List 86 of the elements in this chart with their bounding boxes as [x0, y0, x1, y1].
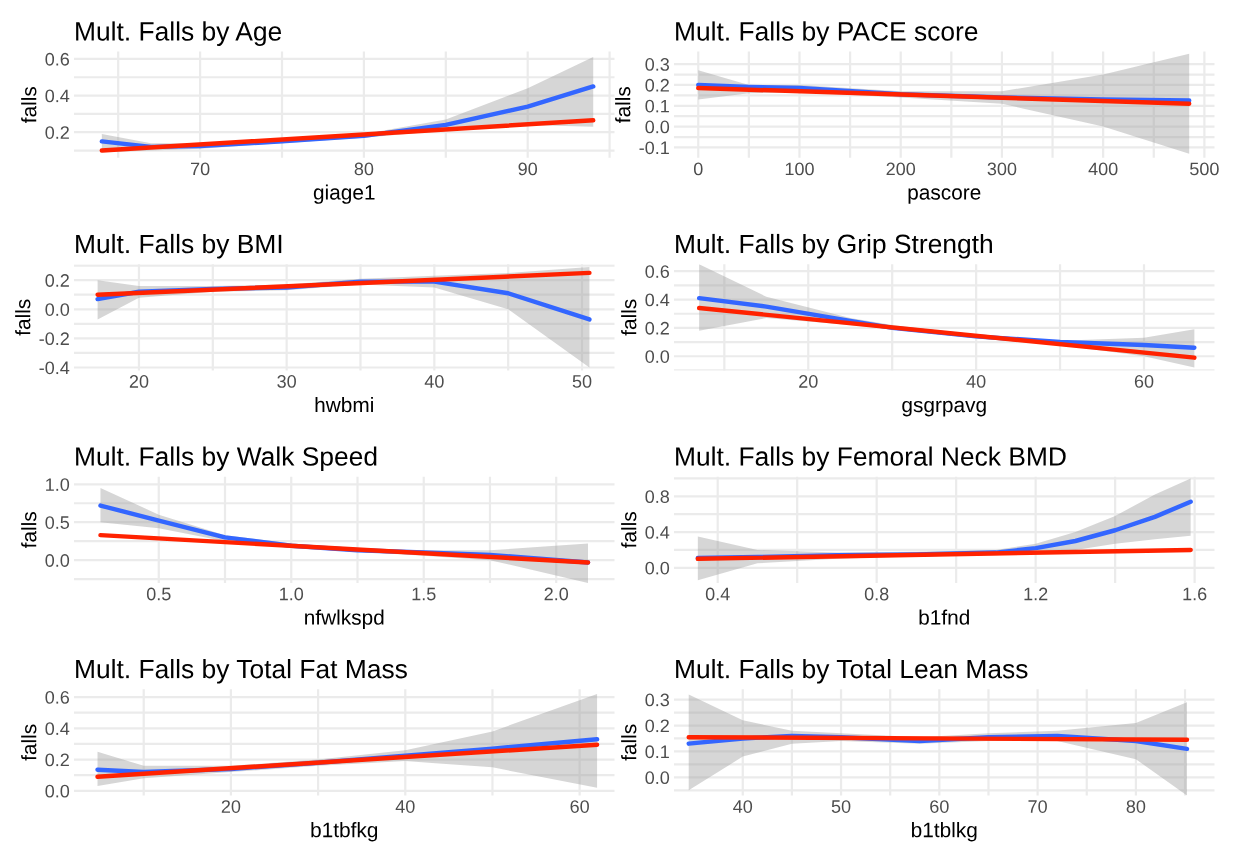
- x-axis-title: b1tblkg: [912, 822, 977, 842]
- y-tick-label: 0.1: [645, 99, 669, 113]
- x-tick-label: 70: [190, 162, 210, 176]
- y-tick-label: 0.0: [45, 303, 70, 316]
- x-axis-title: pascore: [908, 188, 981, 204]
- y-tick-label: 0.3: [645, 58, 670, 71]
- y-tick-label: 0.2: [645, 321, 669, 335]
- y-tick-label: 0.2: [45, 753, 69, 767]
- x-tick-label: 60: [1134, 375, 1154, 388]
- y-tick-label: 0.0: [45, 784, 70, 798]
- y-tick-label: 0.5: [45, 516, 70, 529]
- x-tick-label: 40: [424, 375, 444, 388]
- x-tick-label: 0: [693, 162, 703, 176]
- y-tick-label: 0.6: [45, 690, 70, 704]
- y-tick-label: 0.4: [645, 293, 670, 307]
- x-tick-label: 1.2: [1024, 587, 1048, 601]
- x-tick-label: 90: [518, 162, 538, 176]
- chart-title: Mult. Falls by Total Fat Mass: [76, 658, 407, 684]
- y-tick-label: -0.2: [39, 332, 69, 346]
- y-tick-label: -0.1: [639, 141, 669, 155]
- y-tick-label: 0.0: [645, 561, 670, 575]
- x-tick-label: 100: [785, 162, 814, 176]
- x-tick-label: 50: [572, 375, 592, 388]
- y-tick-label: 0.6: [45, 52, 70, 66]
- x-tick-label: 60: [570, 800, 589, 813]
- y-axis-title: falls: [621, 299, 637, 336]
- chart-title: Mult. Falls by Age: [76, 21, 282, 46]
- x-tick-label: 50: [831, 800, 851, 813]
- x-tick-label: 40: [966, 375, 986, 388]
- y-tick-label: 1.0: [46, 478, 70, 491]
- x-tick-label: 60: [930, 800, 949, 813]
- x-tick-label: 40: [733, 800, 753, 813]
- x-tick-label: 20: [221, 800, 241, 813]
- x-tick-label: 500: [1190, 162, 1219, 176]
- chart-title: Mult. Falls by PACE score: [676, 21, 978, 46]
- y-axis-title: falls: [615, 86, 631, 123]
- y-tick-label: 0.3: [645, 693, 670, 707]
- x-tick-label: 1.0: [280, 587, 304, 601]
- x-tick-label: 400: [1088, 162, 1118, 176]
- y-axis-title: falls: [21, 512, 37, 549]
- x-tick-label: 1.5: [412, 587, 436, 601]
- x-tick-label: 80: [354, 162, 374, 176]
- x-tick-label: 200: [886, 162, 916, 176]
- chart-title: Mult. Falls by Walk Speed: [76, 446, 377, 472]
- y-tick-label: 0.2: [45, 126, 69, 139]
- x-tick-label: 20: [799, 375, 818, 388]
- x-tick-label: 70: [1028, 800, 1047, 813]
- chart-title: Mult. Falls by BMI: [76, 233, 282, 259]
- y-axis-title: falls: [21, 86, 37, 123]
- x-axis-title: hwbmi: [315, 396, 373, 413]
- x-tick-label: 30: [277, 375, 296, 388]
- y-tick-label: 0.0: [645, 350, 670, 363]
- x-tick-label: 300: [987, 162, 1017, 176]
- y-tick-label: 0.6: [645, 265, 670, 278]
- x-axis-title: giage1: [313, 184, 375, 204]
- y-tick-label: 0.8: [645, 490, 670, 504]
- x-tick-label: 80: [1126, 800, 1146, 813]
- y-tick-label: 0.2: [645, 78, 669, 92]
- x-axis-title: gsgrpavg: [902, 400, 986, 417]
- x-tick-label: 0.5: [146, 587, 171, 601]
- chart-title: Mult. Falls by Femoral Neck BMD: [676, 446, 1066, 472]
- y-axis-title: falls: [621, 512, 637, 549]
- y-tick-label: 0.4: [45, 89, 70, 103]
- x-tick-label: 0.8: [864, 587, 889, 601]
- x-axis-title: b1tbfkg: [311, 822, 378, 842]
- y-axis-title: falls: [21, 724, 37, 761]
- y-tick-label: 0.0: [645, 120, 670, 134]
- y-tick-label: 0.1: [645, 745, 669, 759]
- x-axis-title: b1fnd: [919, 609, 969, 625]
- y-tick-label: -0.4: [39, 361, 70, 375]
- x-tick-label: 0.4: [705, 587, 730, 601]
- x-tick-label: 20: [129, 375, 149, 388]
- y-tick-label: 0.2: [45, 274, 69, 287]
- y-axis-title: falls: [621, 724, 637, 761]
- y-tick-label: 0.0: [45, 554, 70, 567]
- y-tick-label: 0.0: [645, 771, 670, 785]
- chart-title: Mult. Falls by Total Lean Mass: [676, 658, 1028, 684]
- x-tick-label: 1.6: [1183, 587, 1207, 601]
- x-tick-label: 40: [395, 800, 415, 813]
- y-tick-label: 0.4: [45, 722, 70, 736]
- x-tick-label: 2.0: [544, 587, 569, 601]
- y-tick-label: 0.4: [645, 525, 670, 539]
- y-axis-title: falls: [15, 299, 31, 336]
- x-axis-title: nfwlkspd: [305, 609, 384, 629]
- chart-title: Mult. Falls by Grip Strength: [676, 233, 992, 259]
- y-tick-label: 0.2: [645, 719, 669, 733]
